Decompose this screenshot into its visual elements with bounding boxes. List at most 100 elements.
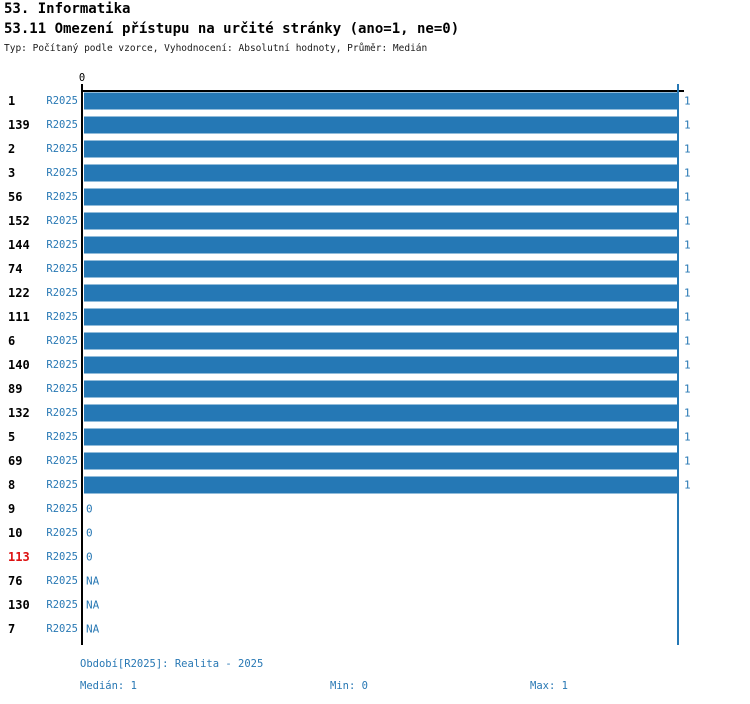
value-bar (84, 428, 678, 446)
row-period-label: R2025 (46, 215, 78, 227)
value-label: 1 (684, 166, 691, 180)
top-axis-line (81, 90, 684, 92)
bar-row: 56 R2025 1 (0, 185, 750, 209)
value-bar (84, 236, 678, 254)
value-bar (84, 308, 678, 326)
bar-row: 6 R2025 1 (0, 329, 750, 353)
footer-min: Min: 0 (330, 680, 368, 692)
row-id: 89 (8, 382, 23, 396)
row-period-label: R2025 (46, 263, 78, 275)
value-bar (84, 260, 678, 278)
row-period-label: R2025 (46, 359, 78, 371)
row-id: 130 (8, 598, 30, 612)
value-label: 1 (684, 454, 691, 468)
value-label: 1 (684, 190, 691, 204)
row-id: 1 (8, 94, 16, 108)
row-id: 10 (8, 526, 23, 540)
bar-row: 122 R2025 1 (0, 281, 750, 305)
axis-zero-tick-label: 0 (78, 72, 86, 84)
value-bar (84, 140, 678, 158)
value-bar (84, 332, 678, 350)
bar-row: 8 R2025 1 (0, 473, 750, 497)
bar-row: 76 R2025 NA (0, 569, 750, 593)
bar-row: 5 R2025 1 (0, 425, 750, 449)
row-period-label: R2025 (46, 95, 78, 107)
value-bar (84, 404, 678, 422)
bar-row: 132 R2025 1 (0, 401, 750, 425)
row-id: 140 (8, 358, 30, 372)
row-period-label: R2025 (46, 383, 78, 395)
bar-row: 111 R2025 1 (0, 305, 750, 329)
value-label: 1 (684, 262, 691, 276)
chart-meta-line: Typ: Počítaný podle vzorce, Vyhodnocení:… (4, 43, 428, 54)
value-bar (84, 356, 678, 374)
value-label: 1 (684, 358, 691, 372)
value-label: 1 (684, 310, 691, 324)
value-label: 1 (684, 430, 691, 444)
bar-row: 130 R2025 NA (0, 593, 750, 617)
row-id: 111 (8, 310, 30, 324)
value-label: 1 (684, 94, 691, 108)
row-id: 7 (8, 622, 16, 636)
bar-row: 3 R2025 1 (0, 161, 750, 185)
page-title: 53. Informatika (4, 1, 131, 17)
value-label: 0 (86, 550, 93, 564)
row-id: 2 (8, 142, 16, 156)
bar-row: 140 R2025 1 (0, 353, 750, 377)
row-id: 9 (8, 502, 16, 516)
value-label: 1 (684, 382, 691, 396)
value-label: 1 (684, 478, 691, 492)
value-bar (84, 452, 678, 470)
max-value-line (677, 84, 679, 645)
value-label: NA (86, 598, 100, 612)
row-period-label: R2025 (46, 287, 78, 299)
value-label: 1 (684, 286, 691, 300)
row-period-label: R2025 (46, 551, 78, 563)
row-id: 144 (8, 238, 30, 252)
footer-max: Max: 1 (530, 680, 568, 692)
row-id: 56 (8, 190, 23, 204)
row-period-label: R2025 (46, 575, 78, 587)
row-period-label: R2025 (46, 335, 78, 347)
bar-row: 152 R2025 1 (0, 209, 750, 233)
row-period-label: R2025 (46, 503, 78, 515)
row-period-label: R2025 (46, 143, 78, 155)
row-id: 139 (8, 118, 30, 132)
row-period-label: R2025 (46, 239, 78, 251)
row-period-label: R2025 (46, 599, 78, 611)
row-period-label: R2025 (46, 527, 78, 539)
value-label: 1 (684, 238, 691, 252)
row-id: 76 (8, 574, 23, 588)
row-period-label: R2025 (46, 455, 78, 467)
row-id: 3 (8, 166, 16, 180)
value-label: NA (86, 574, 100, 588)
row-id: 122 (8, 286, 30, 300)
bar-row: 7 R2025 NA (0, 617, 750, 641)
bar-row: 69 R2025 1 (0, 449, 750, 473)
bar-row: 2 R2025 1 (0, 137, 750, 161)
row-id: 74 (8, 262, 23, 276)
bar-row: 9 R2025 0 (0, 497, 750, 521)
row-period-label: R2025 (46, 191, 78, 203)
value-label: 1 (684, 142, 691, 156)
value-bar (84, 164, 678, 182)
row-id: 152 (8, 214, 30, 228)
value-label: 0 (86, 526, 93, 540)
row-period-label: R2025 (46, 311, 78, 323)
footer-median: Medián: 1 (80, 680, 137, 692)
row-id: 69 (8, 454, 23, 468)
value-bar (84, 92, 678, 110)
value-bar (84, 188, 678, 206)
row-period-label: R2025 (46, 167, 78, 179)
row-id: 5 (8, 430, 16, 444)
y-axis-line (81, 84, 83, 645)
row-id: 6 (8, 334, 16, 348)
value-label: 1 (684, 334, 691, 348)
value-label: 1 (684, 406, 691, 420)
row-period-label: R2025 (46, 479, 78, 491)
row-id: 113 (8, 550, 30, 564)
bar-row: 113 R2025 0 (0, 545, 750, 569)
value-bar (84, 212, 678, 230)
chart-subtitle: 53.11 Omezení přístupu na určité stránky… (4, 21, 460, 37)
